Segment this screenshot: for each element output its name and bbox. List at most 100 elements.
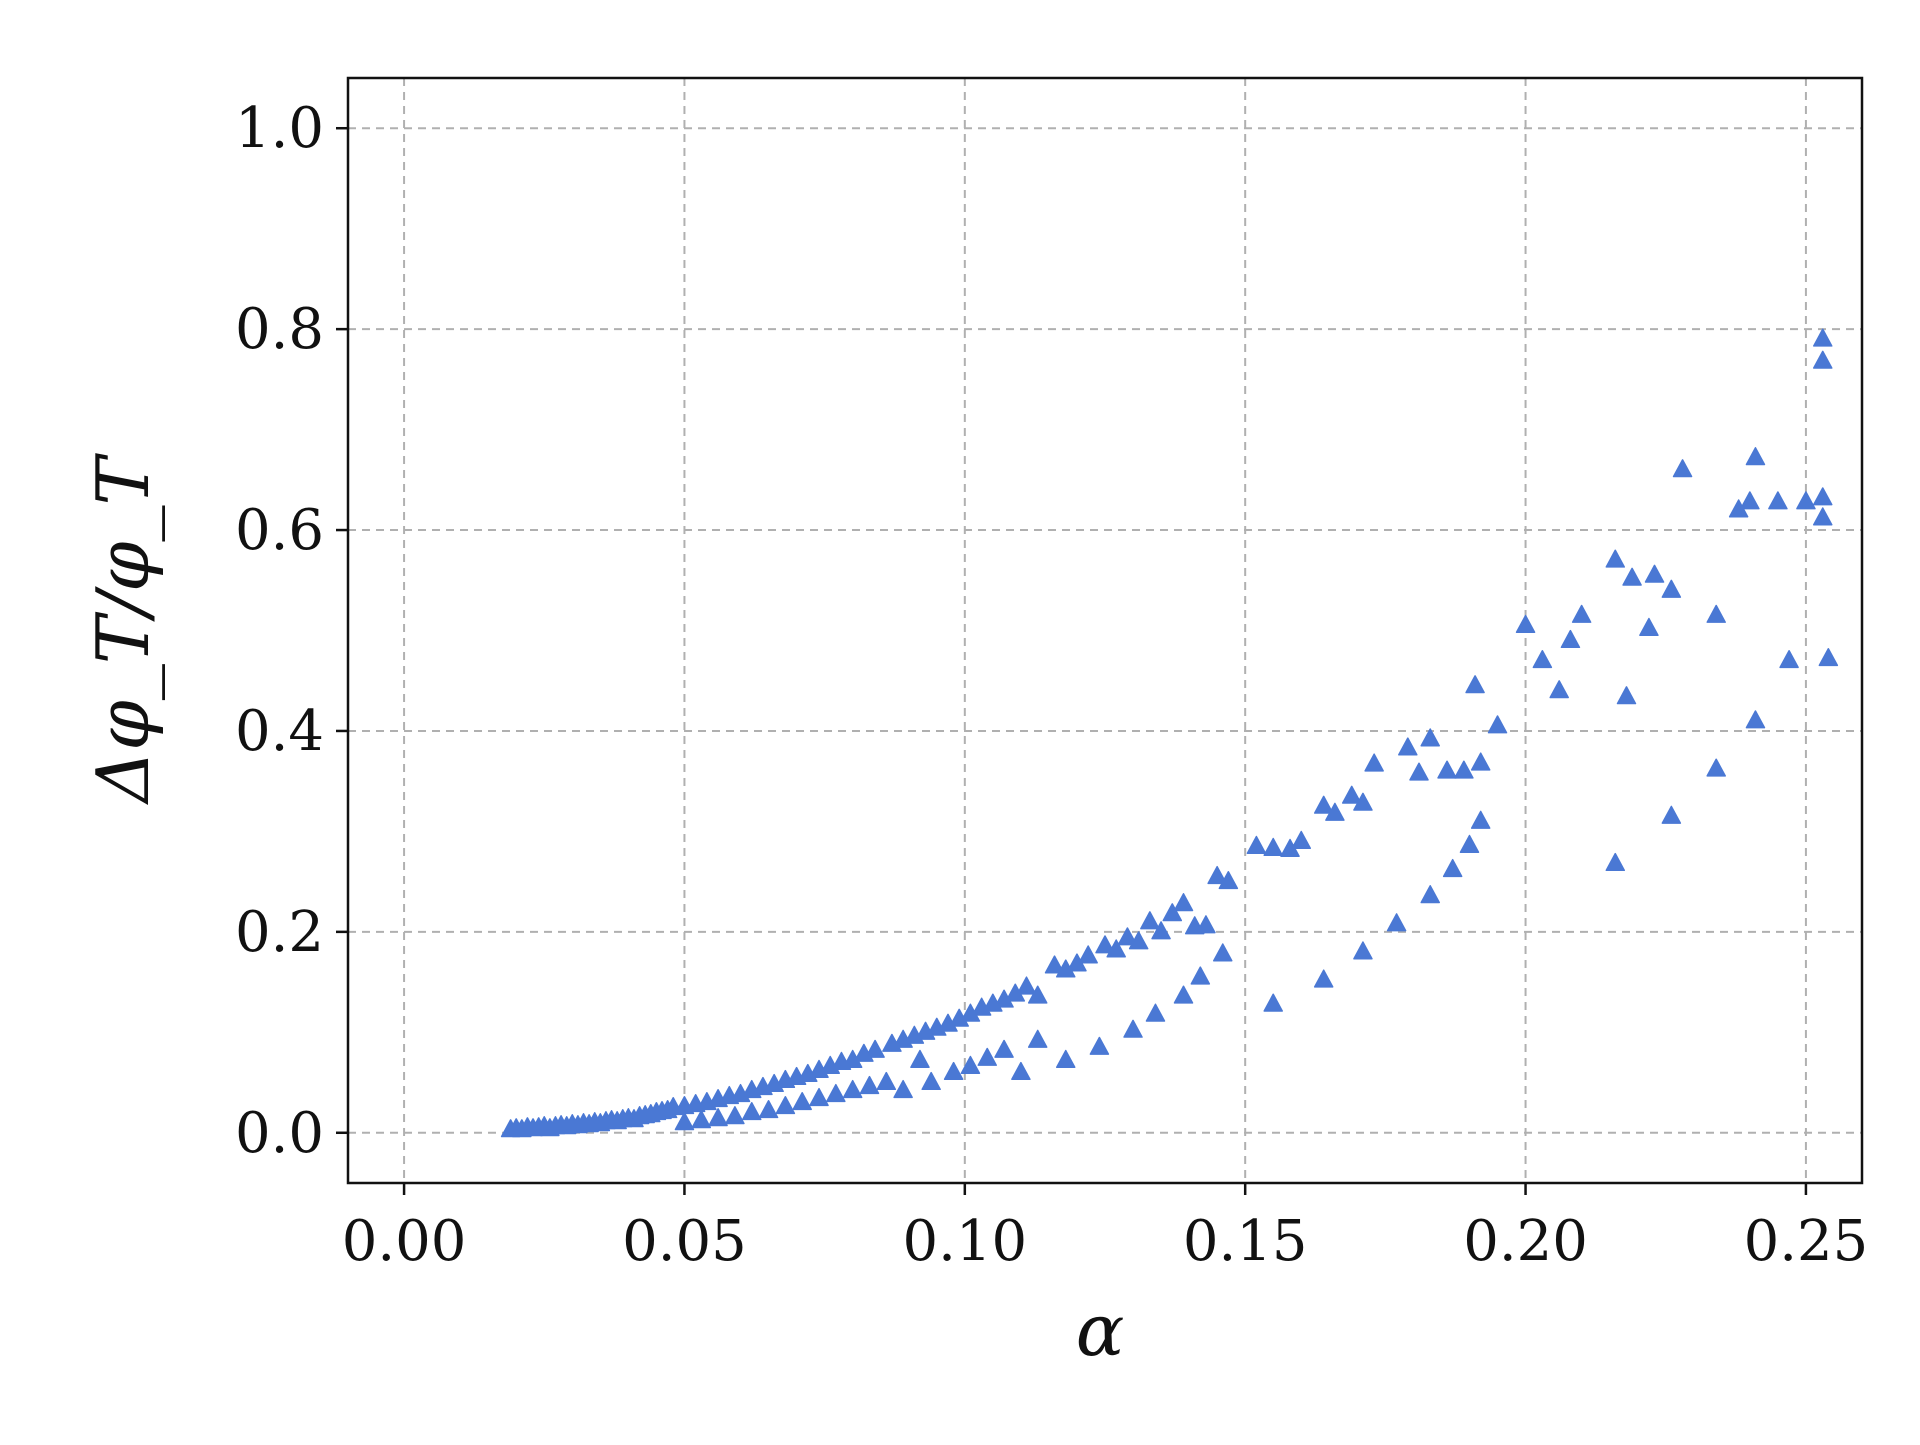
data-point	[1140, 911, 1160, 930]
y-axis-title: Δφ_T/φ_T	[81, 452, 165, 805]
data-point	[674, 1112, 695, 1131]
data-point	[1409, 762, 1429, 781]
data-point	[1246, 835, 1267, 854]
data-point	[921, 1071, 941, 1091]
data-point	[1173, 893, 1194, 912]
data-point	[1027, 985, 1048, 1004]
data-point	[758, 1100, 779, 1119]
grid-lines	[348, 78, 1862, 1183]
data-point	[1459, 834, 1480, 853]
data-point	[910, 1049, 930, 1068]
data-point	[994, 1039, 1014, 1058]
data-point	[1044, 955, 1065, 974]
x-axis-ticks: 0.00 0.05 0.10 0.15 0.20 0.25	[342, 1183, 1869, 1274]
data-point	[1706, 758, 1726, 777]
y-tick-label: 0.4	[235, 699, 324, 764]
x-tick-label: 0.25	[1744, 1209, 1869, 1274]
data-point	[1745, 710, 1766, 729]
data-point	[1813, 507, 1833, 526]
data-point	[1487, 715, 1508, 734]
data-point	[876, 1071, 897, 1091]
data-point	[1011, 1061, 1031, 1080]
data-point	[1605, 549, 1626, 568]
y-axis-ticks: 0.0 0.2 0.4 0.6 0.8 1.0	[235, 96, 348, 1166]
data-point	[1622, 567, 1642, 586]
data-point	[1196, 915, 1216, 934]
data-point	[1672, 459, 1693, 478]
data-point	[859, 1075, 880, 1095]
data-point	[1818, 647, 1839, 667]
data-point	[1398, 737, 1418, 756]
data-point	[1078, 945, 1098, 964]
data-point	[708, 1108, 728, 1127]
data-point	[1027, 1029, 1048, 1048]
data-point	[1549, 680, 1569, 699]
data-point	[1162, 903, 1183, 922]
data-point	[1768, 491, 1788, 510]
data-point	[1532, 649, 1553, 669]
data-point	[1353, 941, 1373, 960]
data-point	[1813, 350, 1833, 369]
data-point	[1779, 649, 1799, 669]
data-point	[1706, 604, 1726, 623]
y-tick-label: 1.0	[235, 96, 324, 161]
data-point	[1616, 686, 1637, 705]
data-point	[1128, 931, 1149, 950]
data-point	[1454, 760, 1474, 779]
data-point	[1571, 604, 1592, 623]
data-point	[1813, 328, 1833, 347]
data-point	[1442, 858, 1463, 878]
data-point	[1745, 447, 1766, 466]
x-tick-label: 0.05	[622, 1209, 747, 1274]
data-point	[1740, 491, 1760, 510]
data-point	[1515, 614, 1536, 633]
data-point	[1190, 966, 1211, 985]
data-point	[1151, 921, 1171, 940]
data-point	[775, 1096, 796, 1115]
data-point	[1207, 865, 1227, 885]
x-tick-label: 0.15	[1183, 1209, 1308, 1274]
data-point	[1661, 579, 1682, 598]
data-point	[1016, 976, 1037, 995]
y-tick-label: 0.8	[235, 297, 324, 362]
data-point	[741, 1102, 762, 1121]
data-point	[1291, 830, 1312, 849]
data-point	[1218, 870, 1239, 890]
data-point	[1605, 852, 1626, 872]
data-point	[1661, 805, 1682, 824]
data-point	[1796, 491, 1816, 510]
data-point	[1095, 935, 1115, 954]
x-tick-label: 0.20	[1463, 1209, 1588, 1274]
data-point	[865, 1039, 885, 1058]
data-point	[1117, 927, 1138, 946]
data-point	[1056, 1049, 1076, 1068]
data-point	[893, 1079, 913, 1099]
data-point	[809, 1087, 829, 1107]
data-point	[977, 1047, 997, 1066]
data-point	[943, 1061, 964, 1080]
y-tick-label: 0.0	[235, 1101, 324, 1166]
data-point	[1213, 943, 1233, 962]
x-tick-label: 0.00	[342, 1209, 467, 1274]
data-point	[1364, 753, 1384, 772]
data-point	[1089, 1036, 1110, 1055]
data-point	[1470, 810, 1491, 829]
data-point	[725, 1106, 745, 1125]
data-point	[1420, 885, 1440, 904]
data-point	[842, 1079, 863, 1099]
data-point	[1325, 802, 1345, 821]
data-points	[500, 328, 1839, 1138]
data-point	[1437, 760, 1457, 779]
data-point	[1341, 785, 1362, 804]
data-point	[1313, 795, 1334, 814]
y-tick-label: 0.2	[235, 900, 324, 965]
data-point	[1470, 752, 1491, 771]
data-point	[1386, 913, 1407, 932]
data-point	[1263, 837, 1283, 856]
data-point	[691, 1110, 712, 1129]
data-point	[1420, 728, 1440, 747]
data-point	[960, 1055, 981, 1074]
